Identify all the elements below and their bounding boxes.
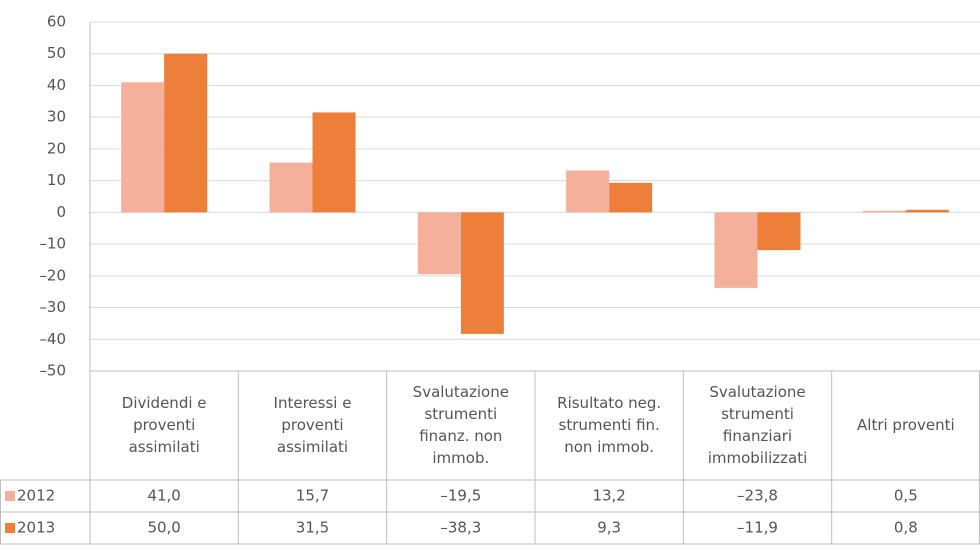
category-line: Dividendi e <box>122 394 207 412</box>
category-line: assimilati <box>277 438 348 456</box>
table-value: 31,5 <box>296 519 329 537</box>
bar <box>862 210 906 213</box>
category-line: Altri proventi <box>857 416 955 434</box>
bar <box>269 162 313 213</box>
category-line: Svalutazione <box>413 383 509 401</box>
y-tick-label: 40 <box>47 76 66 94</box>
legend-label: 2013 <box>17 519 55 537</box>
legend-swatch <box>5 523 15 533</box>
bar <box>566 170 610 213</box>
category-line: strumenti <box>721 405 794 423</box>
x-category-label: Svalutazione strumenti finanz. non immob. <box>413 383 509 467</box>
table-value: –38,3 <box>440 519 481 537</box>
category-line: immobilizzati <box>708 449 808 467</box>
y-tick-label: 50 <box>47 44 66 62</box>
category-line: non immob. <box>564 438 654 456</box>
category-line: assimilati <box>129 438 200 456</box>
legend-swatch <box>5 491 15 501</box>
table-value: 50,0 <box>147 519 180 537</box>
bar <box>417 212 461 275</box>
y-tick-label: –50 <box>39 362 66 380</box>
y-tick-label: –40 <box>39 330 66 348</box>
table-value: 9,3 <box>597 519 621 537</box>
category-line: strumenti fin. <box>559 416 660 434</box>
category-line: proventi <box>281 416 343 434</box>
y-tick-label: 20 <box>47 139 66 157</box>
category-line: Svalutazione <box>709 383 805 401</box>
table-value: –11,9 <box>737 519 778 537</box>
x-category-label: Interessi e proventi assimilati <box>274 394 352 456</box>
x-category-label: Risultato neg. strumenti fin. non immob. <box>557 394 661 456</box>
x-category-label: Dividendi e proventi assimilati <box>122 394 207 456</box>
y-tick-label: 10 <box>47 171 66 189</box>
category-line: finanz. non <box>419 427 502 445</box>
table-value: 0,5 <box>894 487 918 505</box>
bar <box>714 212 758 288</box>
category-line: Interessi e <box>274 394 352 412</box>
bar <box>164 53 208 213</box>
y-tick-label: 30 <box>47 108 66 126</box>
table-value: 13,2 <box>592 487 625 505</box>
table-value: 15,7 <box>296 487 329 505</box>
bar <box>312 112 356 213</box>
x-category-label: Altri proventi <box>857 416 955 434</box>
table-value: –23,8 <box>737 487 778 505</box>
bar <box>460 212 504 334</box>
category-line: Risultato neg. <box>557 394 661 412</box>
y-tick-label: –20 <box>39 266 66 284</box>
bar <box>609 182 653 213</box>
y-tick-label: 0 <box>56 203 66 221</box>
category-line: strumenti <box>424 405 497 423</box>
table-value: 41,0 <box>147 487 180 505</box>
x-category-label: Svalutazione strumenti finanziari immobiliz… <box>708 383 808 467</box>
y-tick-label: –30 <box>39 298 66 316</box>
category-line: immob. <box>432 449 489 467</box>
y-tick-label: 60 <box>47 13 66 31</box>
category-line: finanziari <box>723 427 792 445</box>
table-value: –19,5 <box>440 487 481 505</box>
y-tick-label: –10 <box>39 235 66 253</box>
category-line: proventi <box>133 416 195 434</box>
bar <box>757 212 801 251</box>
bar <box>905 209 949 213</box>
legend-label: 2012 <box>17 487 55 505</box>
table-value: 0,8 <box>894 519 918 537</box>
bar <box>121 82 165 213</box>
